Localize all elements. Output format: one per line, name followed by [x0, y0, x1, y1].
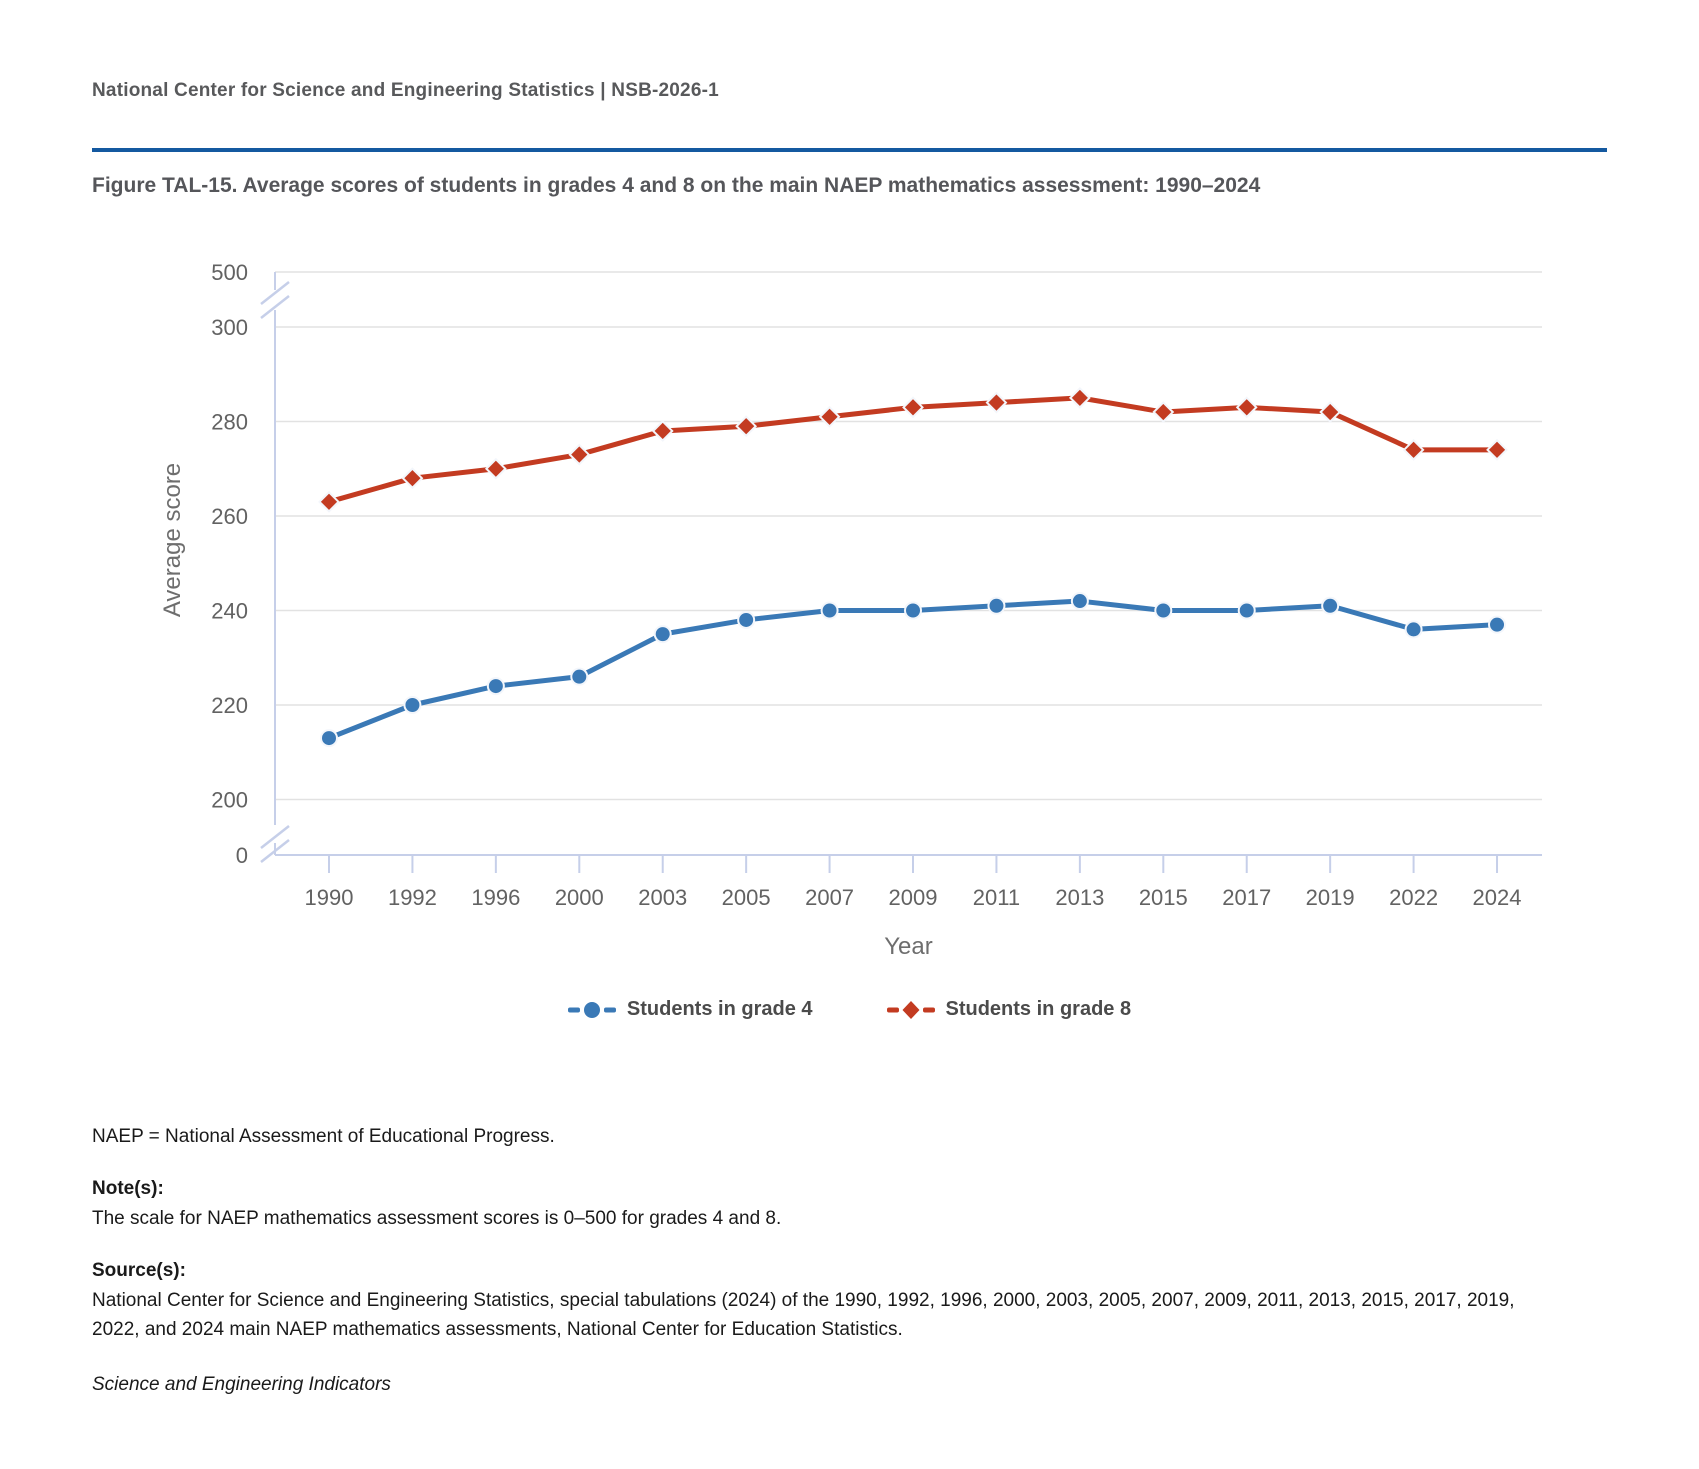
x-tick-label-1990: 1990	[305, 885, 354, 910]
students-in-grade-8-point-2000	[568, 443, 591, 466]
y-tick-label-500: 500	[211, 260, 248, 285]
x-tick-label-2017: 2017	[1222, 885, 1271, 910]
axis-break-mark-0	[260, 281, 290, 305]
legend-marker-diamond-icon	[886, 1000, 935, 1019]
students-in-grade-4-point-1990	[320, 729, 338, 748]
line-chart: 500 300 280 260 240 220 200 0 1990 1992 1996 2000 20…	[150, 240, 1640, 980]
students-in-grade-4-point-2011	[987, 596, 1006, 615]
x-tick-label-2013: 2013	[1055, 885, 1104, 910]
y-tick-label-240: 240	[211, 599, 248, 624]
x-tick-label-2009: 2009	[889, 885, 938, 910]
students-in-grade-8-point-2009	[902, 396, 924, 419]
students-in-grade-8-point-1992	[401, 467, 424, 490]
students-in-grade-4-point-2015	[1154, 601, 1173, 620]
students-in-grade-4-point-2005	[737, 610, 756, 629]
y-tick-label-200: 200	[211, 788, 248, 813]
students-in-grade-8-point-1996	[484, 457, 507, 480]
students-in-grade-4-point-2019	[1321, 596, 1340, 615]
x-tick-label-2007: 2007	[805, 885, 854, 910]
students-in-grade-4-point-2000	[570, 667, 589, 686]
students-in-grade-4-point-2022	[1404, 620, 1423, 639]
legend-marker-circle-icon	[567, 1001, 616, 1018]
y-tick-label-300: 300	[211, 315, 248, 340]
students-in-grade-4-line	[326, 598, 1500, 741]
x-tick-label-2003: 2003	[638, 885, 687, 910]
students-in-grade-8-point-2005	[735, 415, 758, 438]
students-in-grade-8-point-1990	[318, 490, 340, 513]
students-in-grade-8-point-2019	[1319, 401, 1342, 423]
x-tick-label-2019: 2019	[1306, 885, 1355, 910]
x-tick-label-1996: 1996	[471, 885, 520, 910]
abbreviation-note: NAEP = National Assessment of Educationa…	[92, 1126, 555, 1147]
axis-break-mark-2	[260, 825, 290, 849]
report-header: National Center for Science and Engineer…	[92, 80, 719, 101]
legend-item-students-in-grade-4[interactable]: Students in grade 4	[567, 998, 813, 1021]
legend-item-students-in-grade-8[interactable]: Students in grade 8	[886, 998, 1132, 1021]
axis-break-mark-1	[260, 295, 290, 319]
x-tick-label-2000: 2000	[555, 885, 604, 910]
students-in-grade-8-point-2003	[651, 420, 674, 442]
header-divider	[92, 148, 1607, 152]
students-in-grade-4-point-2007	[820, 601, 839, 620]
y-tick-label-220: 220	[211, 693, 248, 718]
legend-label: Students in grade 8	[945, 998, 1132, 1020]
x-tick-label-2024: 2024	[1473, 885, 1522, 910]
x-tick-label-1992: 1992	[388, 885, 437, 910]
x-tick-label-2005: 2005	[722, 885, 771, 910]
x-tick-label-2015: 2015	[1139, 885, 1188, 910]
source-text: National Center for Science and Engineer…	[92, 1289, 1515, 1341]
students-in-grade-8-point-2017	[1235, 396, 1258, 419]
students-in-grade-8-point-2013	[1068, 386, 1091, 409]
axis-break-mark-3	[260, 839, 290, 863]
source-label: Source(s):	[92, 1260, 186, 1282]
students-in-grade-8-point-2015	[1152, 401, 1175, 423]
y-tick-label-0: 0	[236, 843, 248, 868]
students-in-grade-4-point-2024	[1488, 615, 1507, 634]
students-in-grade-4-point-2003	[653, 625, 672, 644]
y-axis-title: Average score	[159, 463, 186, 617]
y-tick-label-260: 260	[211, 504, 248, 529]
students-in-grade-4-point-2017	[1237, 601, 1256, 620]
publication-name: Science and Engineering Indicators	[92, 1373, 391, 1395]
x-tick-label-2011: 2011	[973, 885, 1020, 910]
students-in-grade-4-point-1992	[403, 696, 422, 714]
students-in-grade-4-point-2009	[904, 601, 923, 620]
x-tick-label-2022: 2022	[1389, 885, 1438, 910]
y-tick-label-280: 280	[211, 410, 248, 435]
note-text: The scale for NAEP mathematics assessmen…	[92, 1207, 782, 1229]
legend-label: Students in grade 4	[626, 998, 813, 1020]
students-in-grade-8-point-2007	[818, 405, 841, 428]
x-axis-title: Year	[884, 933, 933, 960]
students-in-grade-8-point-2022	[1402, 438, 1425, 461]
students-in-grade-4-point-2013	[1070, 592, 1089, 611]
students-in-grade-8-point-2011	[985, 391, 1008, 414]
note-label: Note(s):	[92, 1178, 164, 1200]
students-in-grade-4-point-1996	[486, 677, 505, 696]
students-in-grade-8-point-2024	[1486, 438, 1508, 461]
figure-notes: NAEP = National Assessment of Educationa…	[92, 1122, 1562, 1399]
figure-title: Figure TAL-15. Average scores of student…	[92, 174, 1261, 197]
chart-legend: Students in grade 4 Students in grade 8	[0, 998, 1699, 1021]
